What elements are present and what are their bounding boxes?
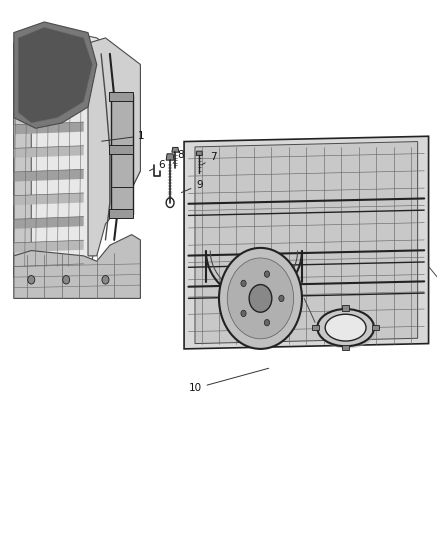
Circle shape (227, 258, 293, 339)
Polygon shape (14, 122, 84, 134)
Polygon shape (166, 154, 174, 160)
Polygon shape (196, 151, 202, 156)
Ellipse shape (317, 310, 377, 349)
Circle shape (102, 276, 109, 284)
FancyBboxPatch shape (342, 344, 349, 350)
FancyBboxPatch shape (109, 145, 134, 155)
Polygon shape (172, 148, 179, 152)
Circle shape (63, 276, 70, 284)
Polygon shape (14, 193, 84, 205)
Ellipse shape (325, 314, 366, 341)
FancyBboxPatch shape (312, 325, 319, 330)
Polygon shape (14, 264, 84, 276)
Circle shape (265, 271, 269, 277)
Text: 7: 7 (201, 152, 217, 165)
Polygon shape (14, 22, 97, 128)
Polygon shape (88, 38, 141, 256)
Text: 8: 8 (173, 150, 184, 164)
Circle shape (241, 280, 246, 287)
FancyBboxPatch shape (109, 208, 134, 218)
Text: 6: 6 (149, 159, 166, 171)
Polygon shape (14, 51, 84, 63)
Text: 9: 9 (181, 180, 203, 192)
Circle shape (279, 295, 284, 302)
Polygon shape (14, 33, 31, 277)
FancyBboxPatch shape (109, 92, 134, 101)
Polygon shape (184, 136, 428, 349)
Polygon shape (14, 169, 84, 182)
Circle shape (265, 319, 269, 326)
Polygon shape (14, 146, 84, 158)
Polygon shape (14, 27, 141, 277)
Polygon shape (14, 75, 84, 87)
Polygon shape (14, 235, 141, 298)
FancyBboxPatch shape (372, 325, 379, 330)
Ellipse shape (317, 309, 374, 346)
Circle shape (219, 248, 302, 349)
Circle shape (241, 310, 246, 317)
Polygon shape (14, 99, 84, 111)
Polygon shape (195, 142, 418, 344)
Text: 1: 1 (102, 131, 145, 141)
Polygon shape (18, 27, 92, 123)
FancyBboxPatch shape (342, 305, 349, 311)
Circle shape (249, 285, 272, 312)
Polygon shape (14, 240, 84, 253)
Polygon shape (14, 216, 84, 229)
Text: 10: 10 (188, 368, 269, 393)
Circle shape (28, 276, 35, 284)
FancyBboxPatch shape (111, 95, 133, 214)
